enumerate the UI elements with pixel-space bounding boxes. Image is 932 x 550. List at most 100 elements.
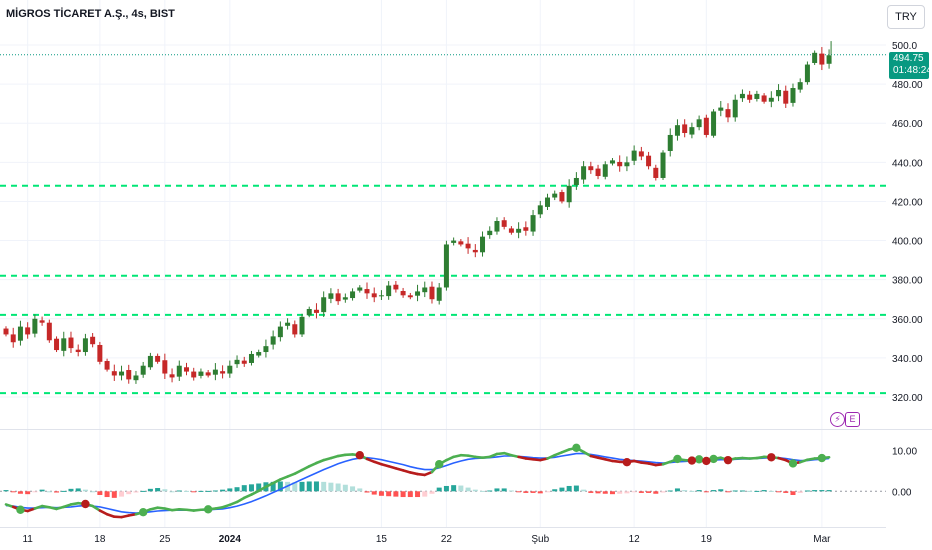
osc-histogram-bar (378, 491, 384, 496)
osc-histogram-bar (68, 488, 74, 492)
osc-histogram-bar (46, 491, 52, 493)
candle-up (306, 309, 312, 316)
osc-histogram-bar (140, 490, 146, 492)
osc-histogram-bar (559, 487, 565, 492)
osc-histogram-bar (54, 491, 60, 493)
candle-up (696, 119, 702, 128)
candle-down (646, 155, 652, 167)
osc-histogram-bar (256, 483, 262, 492)
osc-histogram-bar (501, 488, 507, 492)
osc-main-line-segment (242, 493, 253, 500)
candle-down (184, 367, 189, 372)
candle-down (393, 284, 399, 290)
candle-up (631, 150, 637, 161)
candle-up (754, 93, 760, 99)
osc-main-line-segment (546, 453, 557, 460)
osc-histogram-bar (682, 490, 688, 492)
candle-up (826, 55, 832, 64)
osc-histogram-bar (25, 491, 31, 495)
oscillator-pane (0, 443, 886, 519)
osc-histogram-bar (631, 491, 637, 493)
osc-cross-down-dot (355, 451, 364, 460)
candle-down (292, 324, 298, 335)
osc-histogram-bar (400, 491, 406, 498)
candle-up (797, 82, 803, 90)
candle-down (595, 168, 601, 177)
bar-countdown: 01:48:24 (893, 65, 932, 76)
osc-histogram-bar (761, 490, 767, 492)
candle-down (46, 322, 52, 341)
osc-histogram-bar (415, 491, 421, 498)
osc-main-line-segment (300, 464, 311, 472)
osc-cross-up-dot (203, 505, 213, 514)
osc-histogram-bar (162, 489, 168, 492)
osc-histogram-bar (119, 491, 125, 497)
candle-up (176, 365, 182, 377)
osc-histogram-bar (191, 491, 197, 493)
time-tick-label: 2024 (219, 534, 242, 545)
horizontal-levels[interactable] (0, 184, 886, 395)
candle-down (407, 295, 413, 298)
price-grid (0, 0, 886, 527)
candle-up (812, 52, 818, 63)
candle-up (718, 107, 724, 111)
osc-histogram-bar (386, 491, 392, 497)
candle-down (472, 249, 478, 253)
time-tick-label: 18 (94, 534, 106, 545)
osc-histogram-bar (61, 490, 67, 492)
osc-histogram-bar (198, 490, 204, 492)
earnings-icon[interactable]: E (845, 412, 860, 427)
candle-up (248, 353, 254, 363)
candle-up (198, 371, 204, 376)
bolt-icon[interactable]: ⚡ (830, 412, 845, 427)
candle-down (104, 361, 110, 370)
osc-histogram-bar (75, 488, 81, 492)
price-axis[interactable]: 500.0 480.00 460.00 440.00 420.00 400.00 380.0… (892, 41, 923, 404)
osc-main-line-segment (271, 478, 282, 485)
osc-histogram-bar (609, 491, 615, 495)
candle-up (350, 291, 356, 299)
osc-histogram-bar (227, 488, 233, 492)
osc-histogram-bar (212, 490, 218, 492)
osc-histogram-bar (17, 491, 23, 494)
osc-histogram-bar (790, 491, 796, 495)
osc-histogram-bar (465, 487, 471, 492)
candle-up (321, 297, 327, 313)
price-tick-label: 340.00 (892, 354, 923, 365)
osc-cross-up-dot (16, 505, 25, 514)
time-tick-label: Mar (813, 534, 831, 545)
time-tick-label: 22 (441, 534, 453, 545)
candle-down (191, 371, 197, 378)
candle-down (335, 293, 341, 302)
osc-histogram-bar (205, 490, 211, 492)
osc-cross-down-dot (702, 456, 711, 466)
osc-histogram-bar (530, 491, 536, 493)
osc-histogram-bar (804, 490, 810, 492)
candle-down (364, 289, 370, 294)
osc-histogram-bar (97, 491, 103, 495)
candle-down (313, 309, 319, 313)
price-tick-label: 360.00 (892, 315, 923, 326)
candle-down (653, 167, 659, 178)
candle-down (501, 220, 507, 227)
osc-cross-down-dot (622, 457, 632, 467)
osc-histogram-bar (754, 490, 760, 492)
candle-down (703, 117, 709, 135)
candle-down (371, 293, 377, 298)
osc-histogram-bar (429, 491, 435, 494)
osc-histogram-bar (638, 491, 644, 493)
candle-up (487, 230, 493, 236)
currency-button[interactable]: TRY (887, 5, 925, 29)
price-tick-label: 440.00 (892, 158, 923, 169)
symbol-title[interactable]: MİGROS TİCARET A.Ş., 4s, BIST (6, 8, 175, 20)
osc-histogram-bar (111, 491, 117, 498)
candle-down (155, 355, 161, 362)
osc-histogram-bar (241, 485, 247, 492)
time-axis[interactable]: 11 18 25 2024 15 22 Şub 12 19 Mar (22, 534, 831, 545)
osc-histogram-bar (819, 490, 825, 492)
osc-histogram-bar (653, 491, 659, 494)
candle-up (61, 338, 67, 351)
candle-down (725, 109, 731, 118)
osc-histogram-bar (342, 484, 348, 492)
